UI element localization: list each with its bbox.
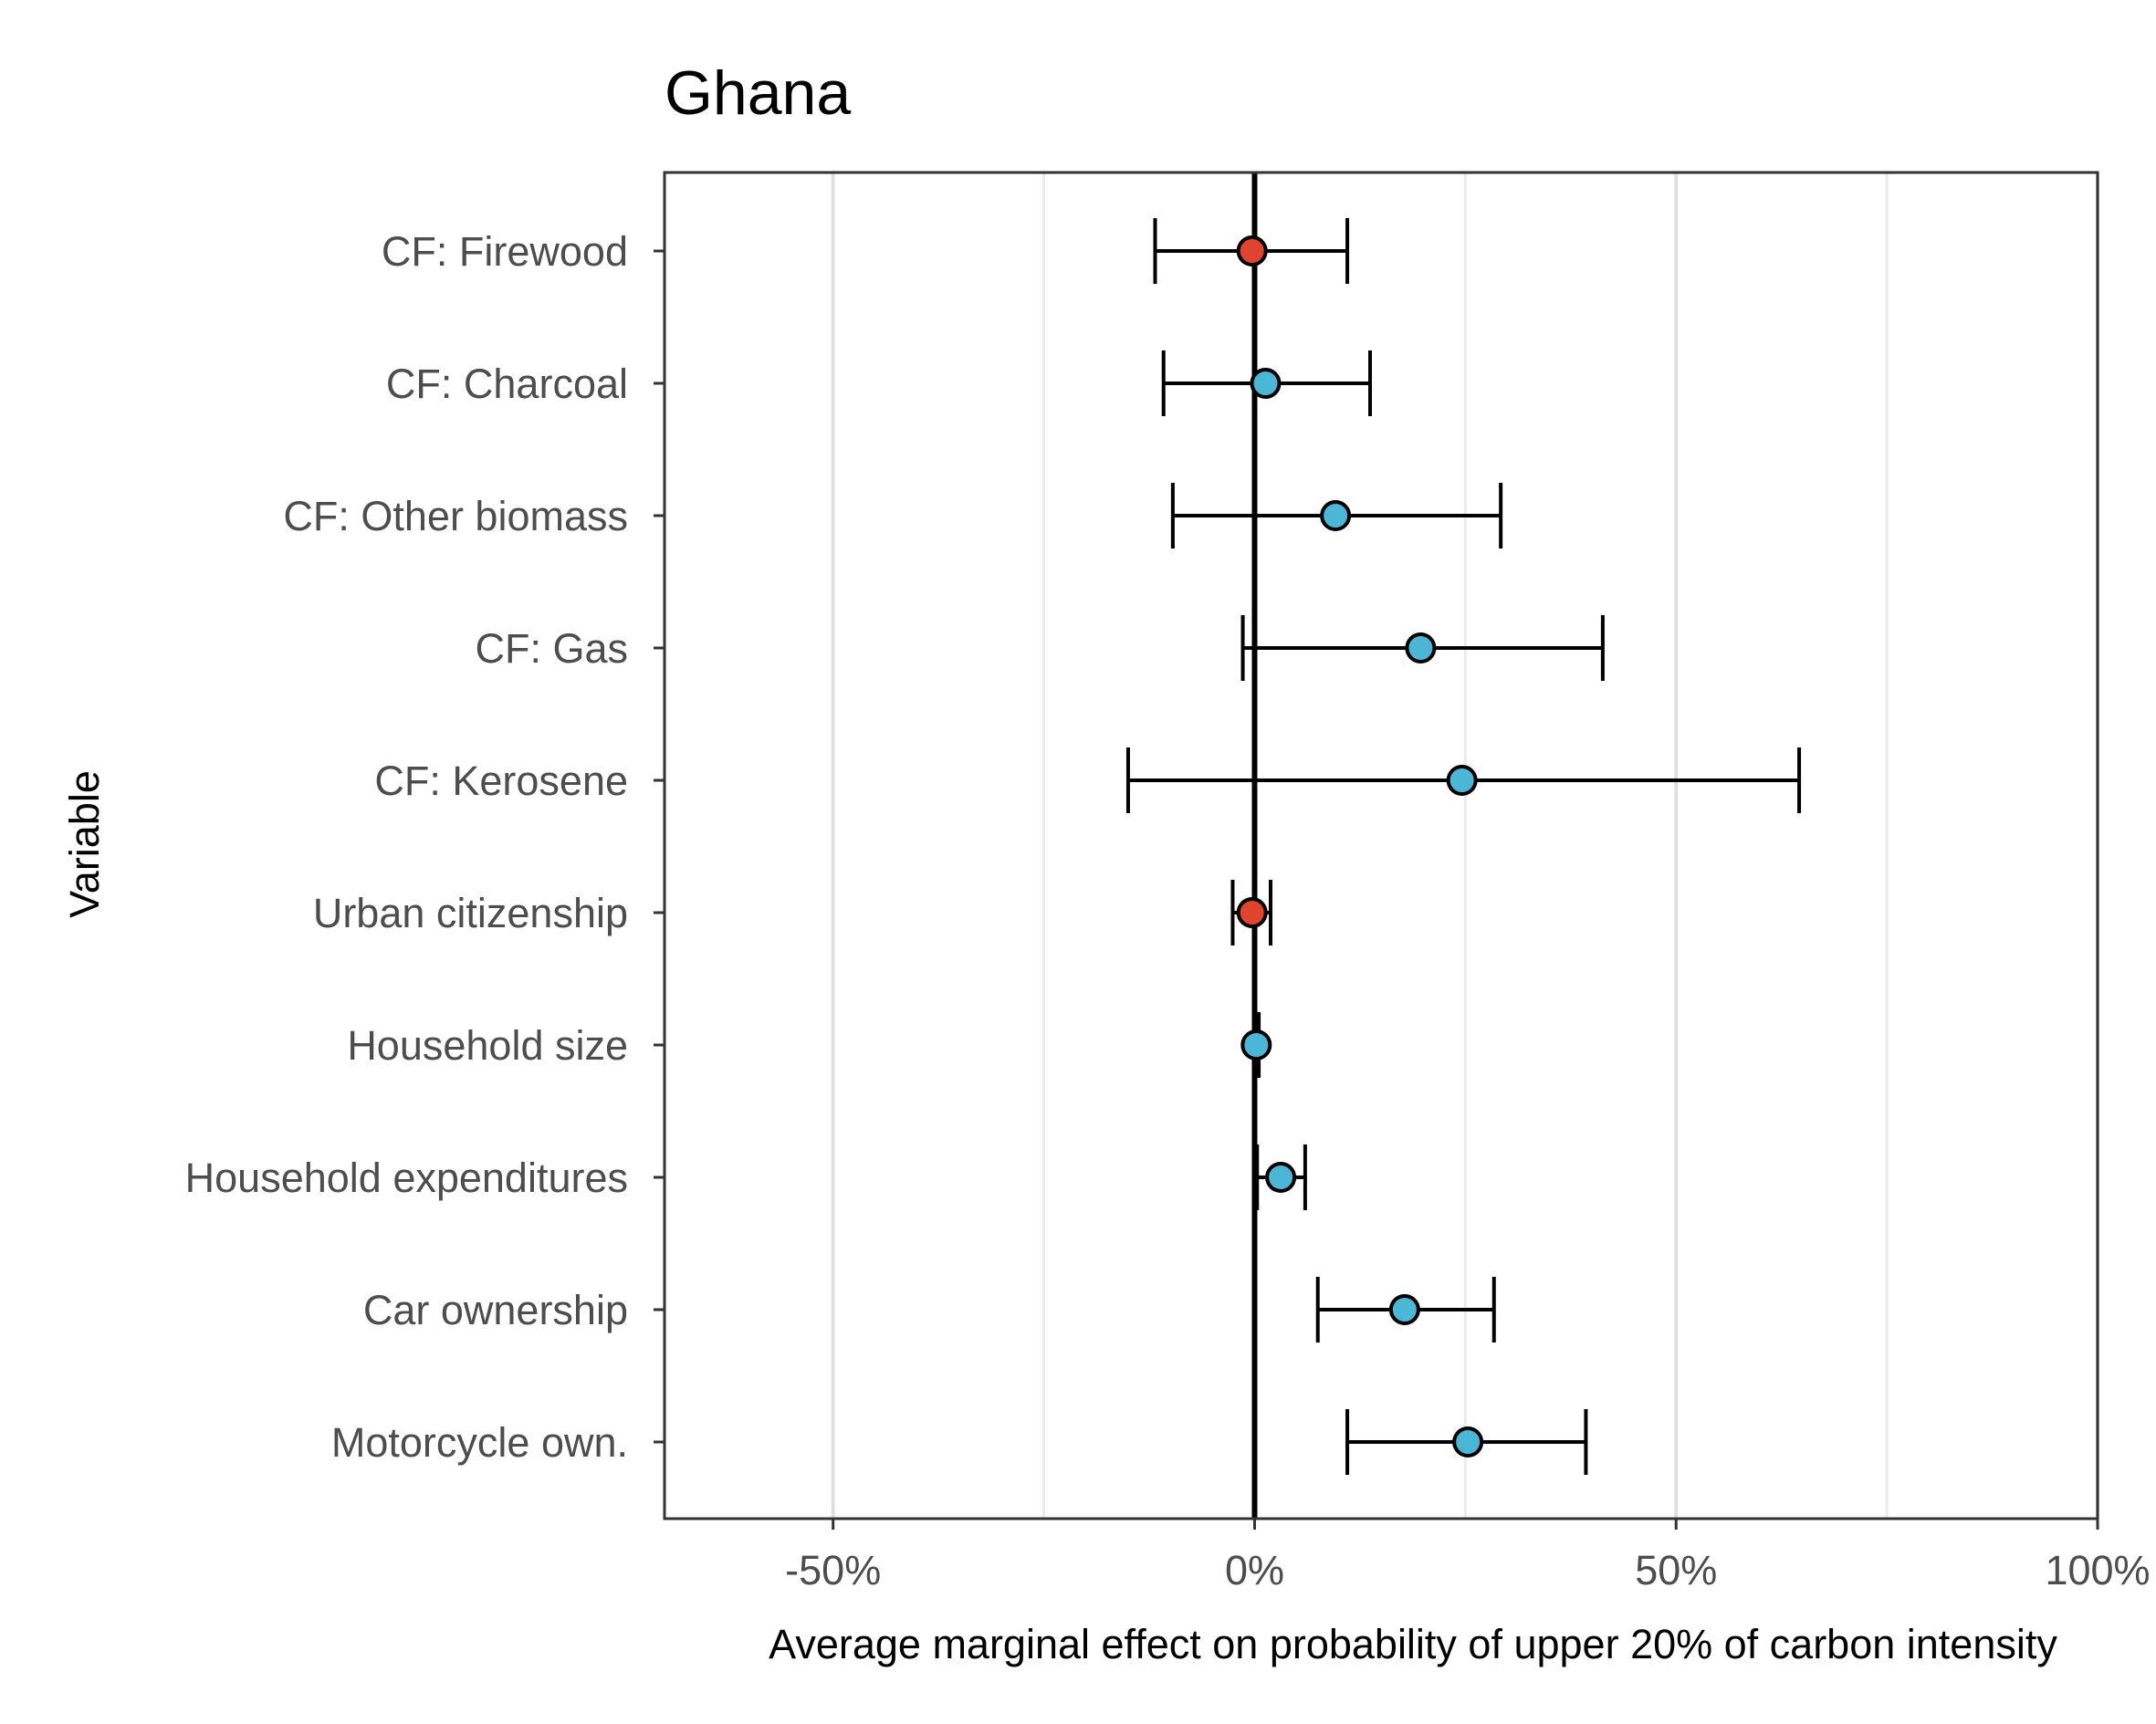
y-axis-title: Variable (61, 770, 108, 918)
data-point (1388, 1294, 1420, 1325)
y-tick-label: CF: Other biomass (283, 493, 628, 539)
y-tick-label: CF: Charcoal (386, 360, 628, 407)
data-point (1452, 1426, 1484, 1458)
y-tick-label: Urban citizenship (313, 890, 628, 936)
chart-title: Ghana (665, 58, 851, 128)
data-point (1236, 235, 1268, 266)
y-tick-label: Household size (347, 1022, 628, 1069)
x-tick-label: 0% (1225, 1547, 1284, 1593)
x-axis-title: Average marginal effect on probability o… (769, 1621, 2057, 1667)
plot-background (665, 172, 2098, 1519)
plot-area: CF: Firewood CF: Charcoal CF: Other biomas… (185, 171, 2151, 1593)
data-point (1405, 632, 1437, 663)
data-point (1265, 1162, 1297, 1193)
data-point (1320, 500, 1352, 531)
x-tick-label: 50% (1635, 1547, 1717, 1593)
y-tick-label: Household expenditures (185, 1155, 628, 1201)
data-point (1240, 1029, 1272, 1061)
data-point (1250, 368, 1282, 399)
y-tick-label: Car ownership (363, 1287, 628, 1333)
x-tick-label: 100% (2045, 1547, 2150, 1593)
data-point (1236, 897, 1268, 928)
y-tick-label: CF: Firewood (382, 228, 628, 275)
plot-border (663, 171, 2099, 1520)
x-tick-label: -50% (785, 1547, 881, 1593)
data-point (1446, 765, 1478, 796)
y-tick-label: CF: Kerosene (374, 758, 628, 804)
y-tick-label: CF: Gas (475, 625, 628, 672)
y-tick-label: Motorcycle own. (331, 1419, 628, 1466)
